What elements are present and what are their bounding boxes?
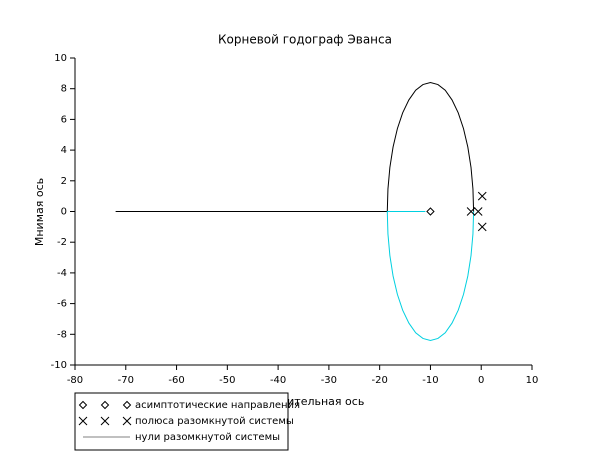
- y-tick-label: 4: [61, 145, 67, 156]
- locus-branch: [386, 211, 475, 341]
- y-tick-label: -6: [57, 299, 67, 310]
- x-tick-label: -30: [321, 375, 337, 386]
- y-tick-label: 10: [54, 53, 67, 64]
- y-tick-label: 8: [61, 84, 67, 95]
- diamond-marker: [100, 400, 110, 410]
- y-tick-label: -8: [57, 329, 67, 340]
- diamond-marker: [78, 400, 88, 410]
- diamond-marker: [122, 400, 132, 410]
- y-tick-label: -2: [57, 237, 67, 248]
- legend-label: нули разомкнутой системы: [135, 432, 280, 443]
- y-axis-label: Мнимая ось: [33, 178, 46, 246]
- legend: асимптотические направления полюса разомк…: [74, 392, 300, 451]
- cross-marker: [477, 222, 487, 232]
- legend-box: [74, 392, 289, 451]
- y-tick-label: 2: [61, 176, 67, 187]
- x-tick-label: -80: [67, 375, 83, 386]
- x-tick-label: -20: [371, 375, 387, 386]
- y-tick-label: -10: [51, 360, 67, 371]
- y-tick-label: -4: [57, 268, 67, 279]
- cross-marker: [477, 191, 487, 201]
- diamond-marker: [426, 207, 435, 216]
- locus-branch: [115, 82, 475, 212]
- cross-marker: [78, 416, 88, 426]
- x-tick-label: -50: [219, 375, 235, 386]
- y-tick-label: 6: [61, 114, 67, 125]
- x-tick-label: 0: [478, 375, 484, 386]
- cross-marker: [473, 207, 483, 216]
- cross-marker: [100, 416, 110, 426]
- legend-label: полюса разомкнутой системы: [135, 416, 294, 427]
- legend-label: асимптотические направления: [135, 400, 300, 411]
- y-tick-label: 0: [61, 207, 67, 218]
- x-tick-label: 10: [526, 375, 539, 386]
- x-tick-label: -60: [168, 375, 184, 386]
- x-tick-label: -10: [422, 375, 438, 386]
- cross-marker: [466, 207, 476, 216]
- x-tick-label: -70: [118, 375, 134, 386]
- cross-marker: [122, 416, 132, 426]
- chart-title: Корневой годограф Эванса: [218, 33, 392, 47]
- x-tick-label: -40: [270, 375, 286, 386]
